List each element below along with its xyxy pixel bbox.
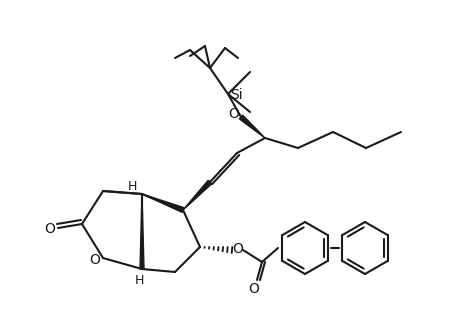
Text: H: H <box>134 275 144 288</box>
Polygon shape <box>142 194 184 212</box>
Polygon shape <box>183 180 212 210</box>
Text: O: O <box>228 107 239 121</box>
Polygon shape <box>239 115 265 138</box>
Text: Si: Si <box>230 88 243 102</box>
Text: O: O <box>248 282 259 296</box>
Text: O: O <box>45 222 55 236</box>
Text: O: O <box>90 253 100 267</box>
Polygon shape <box>140 194 144 269</box>
Text: O: O <box>233 242 244 256</box>
Text: H: H <box>128 179 137 192</box>
